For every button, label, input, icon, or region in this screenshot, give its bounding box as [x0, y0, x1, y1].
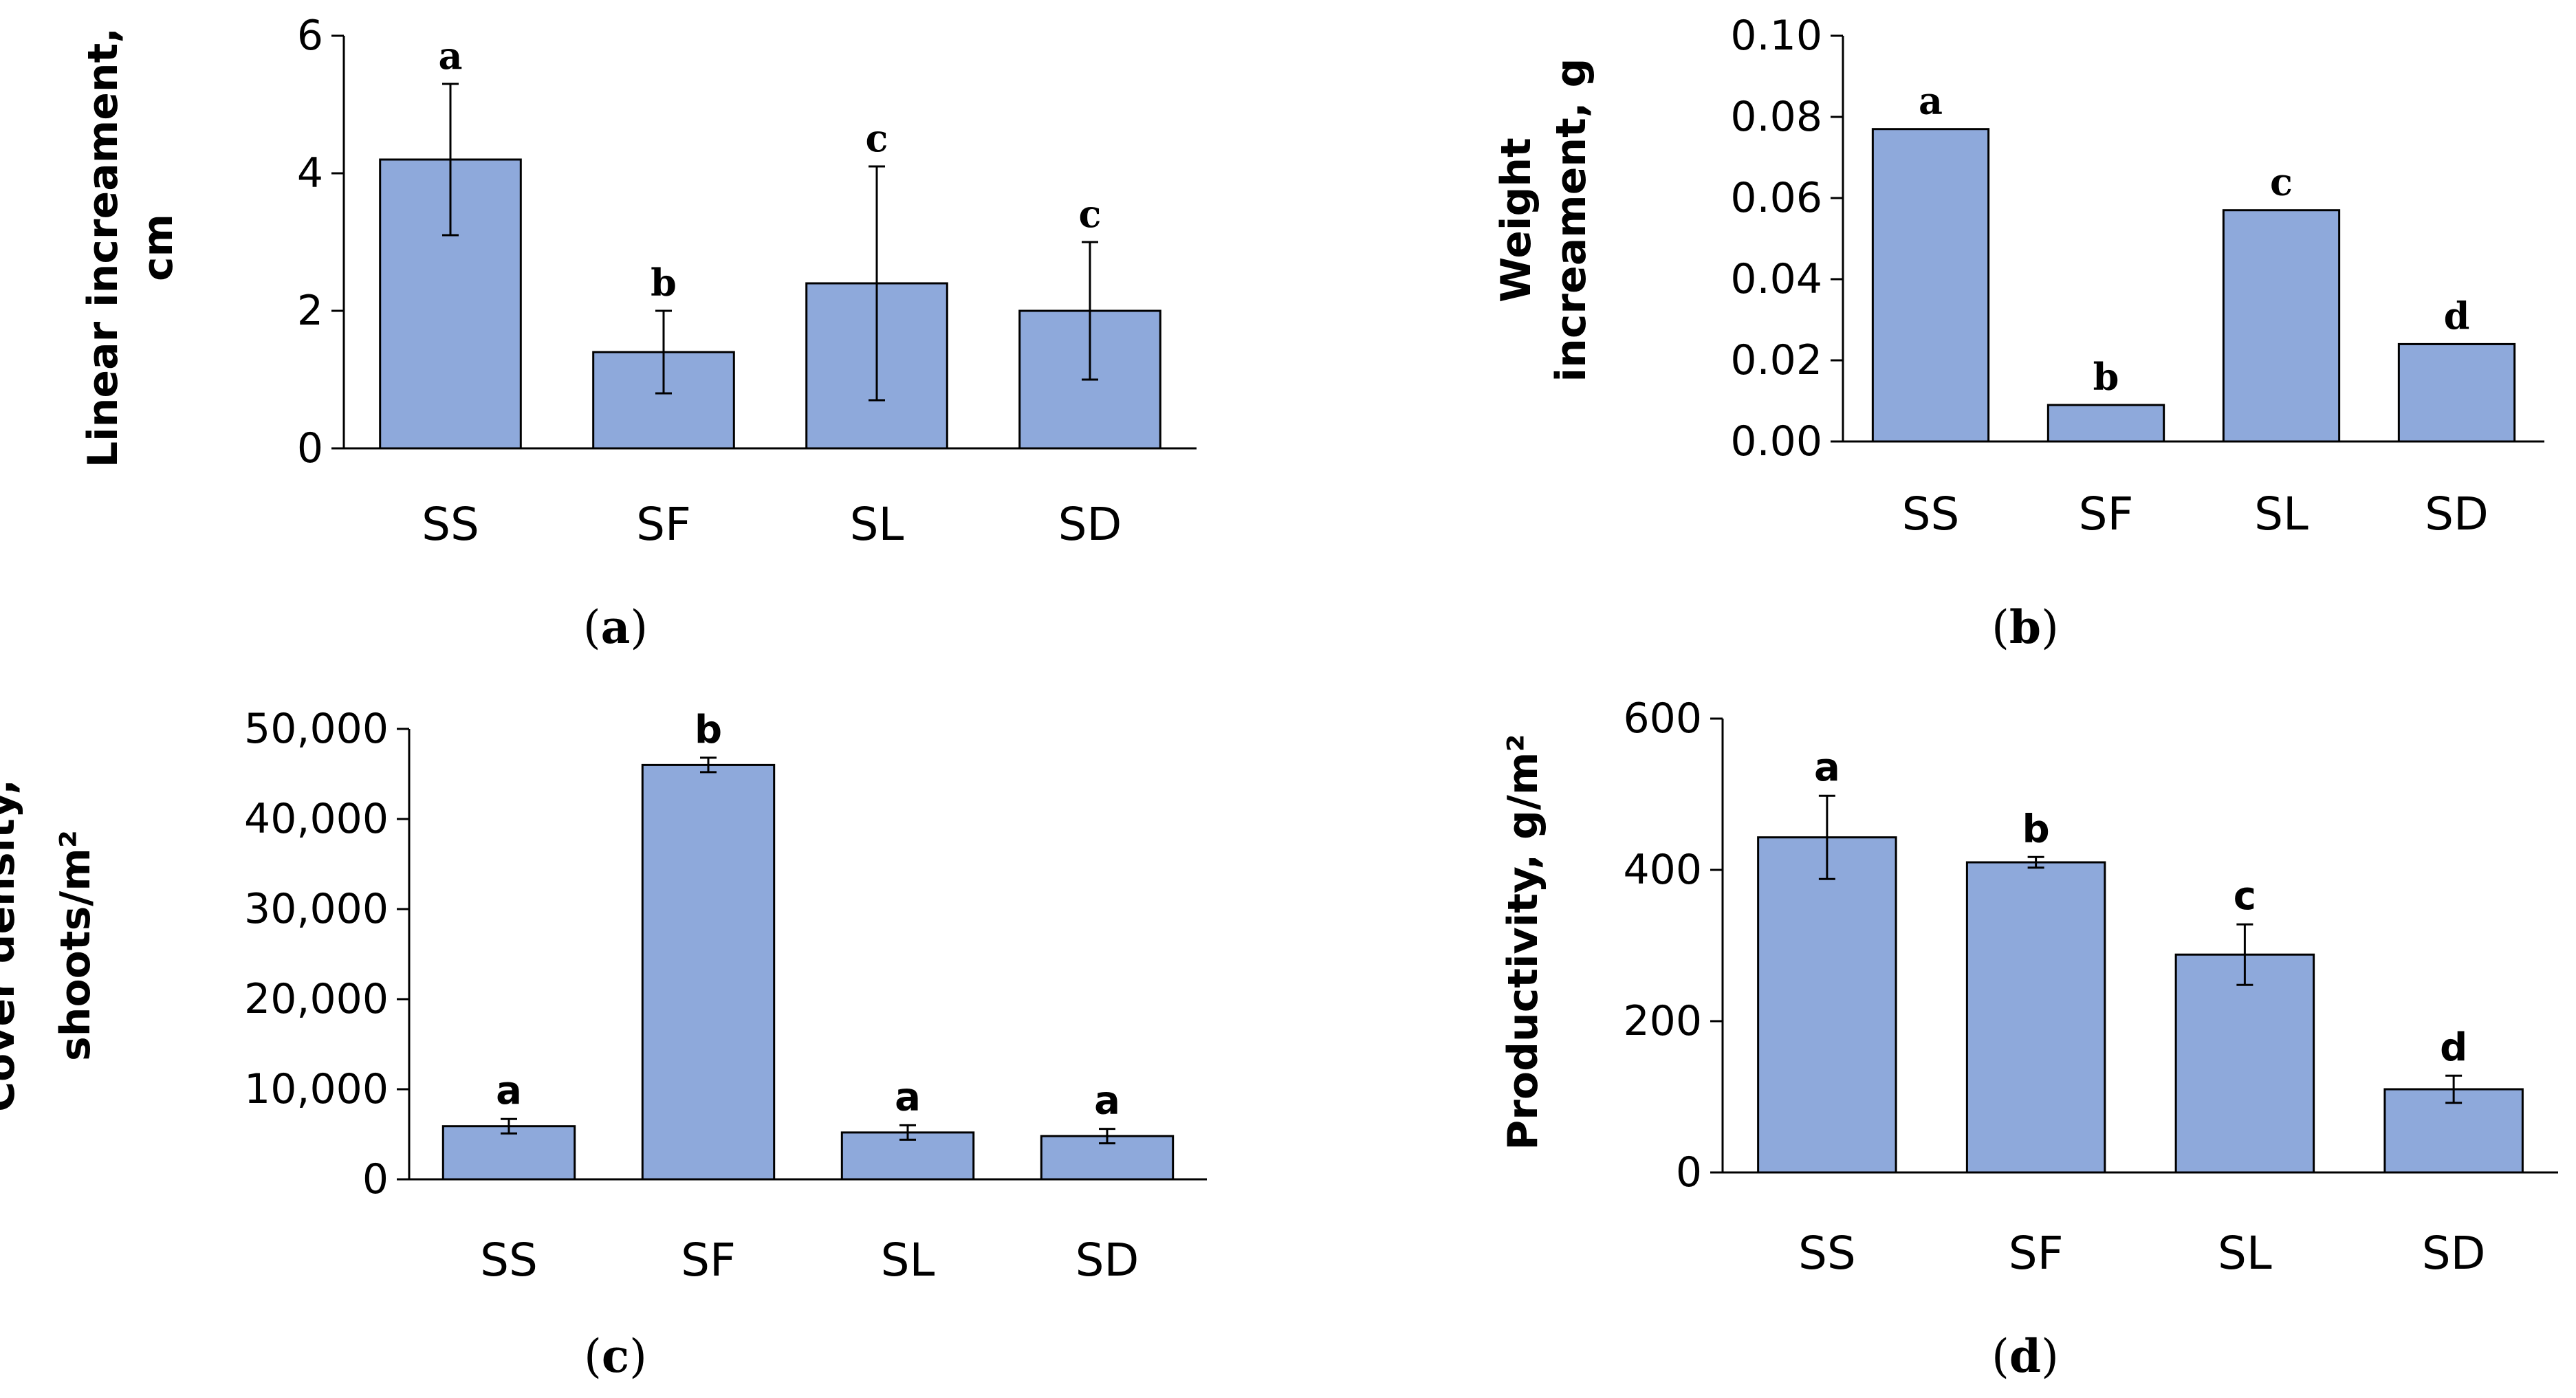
chart-panel-d: 0 200 400 600 a SS b SF c SL d SD Productivity, g/m²… — [1499, 695, 2558, 1383]
significance-label: d — [2444, 294, 2470, 338]
category-label: SS — [1902, 488, 1960, 540]
y-axis-title: Linear increament, — [79, 28, 127, 468]
y-tick-label: 0.04 — [1730, 255, 1822, 303]
bar-SL — [2174, 953, 2315, 1174]
y-axis-title: Weight — [1492, 138, 1540, 303]
panel-caption: (d) — [1991, 1329, 2059, 1383]
y-axis-title: increament, g — [1547, 58, 1595, 382]
y-tick-label: 0.00 — [1730, 417, 1822, 466]
significance-label: d — [2440, 1025, 2467, 1070]
chart-panel-c: 0 10,000 20,000 30,000 40,000 50,000 a SS b SF a SL… — [0, 705, 1207, 1383]
caption-open-paren: ( — [1991, 601, 2009, 654]
caption-close-paren: ) — [630, 601, 648, 654]
bar-SD — [2383, 1088, 2524, 1174]
caption-close-paren: ) — [2041, 1330, 2059, 1383]
y-tick-label: 400 — [1623, 846, 1702, 894]
y-tick-label: 2 — [297, 287, 323, 335]
panel-caption: (c) — [584, 1329, 647, 1383]
y-tick-label: 50,000 — [244, 705, 389, 753]
y-axis-title: cm — [134, 214, 182, 281]
significance-label: a — [895, 1075, 921, 1120]
y-tick-label: 0 — [362, 1155, 389, 1203]
panel-caption: (b) — [1991, 600, 2059, 654]
chart-panel-b: 0.00 0.02 0.04 0.06 0.08 0.10 a SS b SF c SL d SD Weig… — [1492, 12, 2544, 654]
caption-letter: a — [601, 600, 631, 654]
bar-SF — [2046, 404, 2165, 443]
y-tick-label: 30,000 — [244, 885, 389, 933]
bar-SF — [1965, 861, 2106, 1174]
significance-label: c — [866, 116, 888, 160]
bar-SS — [1757, 836, 1897, 1174]
category-label: SD — [2422, 1227, 2486, 1280]
y-tick-label: 0.08 — [1730, 93, 1822, 141]
bar-SD — [2397, 342, 2516, 443]
significance-label: b — [695, 708, 722, 752]
significance-label: b — [651, 261, 677, 305]
bar-SF — [641, 763, 776, 1181]
significance-label: a — [1919, 79, 1943, 123]
y-tick-label: 600 — [1623, 695, 1702, 743]
significance-label: c — [2270, 160, 2293, 204]
category-label: SD — [1076, 1234, 1139, 1287]
significance-label: a — [1814, 745, 1840, 790]
category-label: SS — [422, 498, 479, 551]
caption-letter: d — [2009, 1329, 2041, 1383]
category-label: SL — [2218, 1227, 2272, 1280]
significance-label: c — [2234, 874, 2256, 919]
y-tick-label: 0.06 — [1730, 174, 1822, 222]
category-label: SL — [2254, 488, 2308, 540]
category-label: SF — [681, 1234, 736, 1287]
y-tick-label: 0.02 — [1730, 336, 1822, 384]
caption-close-paren: ) — [629, 1330, 647, 1383]
category-label: SF — [2079, 488, 2134, 540]
bar-SL — [2222, 209, 2341, 443]
category-label: SF — [636, 498, 691, 551]
caption-open-paren: ( — [584, 1330, 602, 1383]
bar-SS — [1871, 128, 1990, 443]
y-axis-title: shoots/m² — [52, 830, 100, 1061]
caption-open-paren: ( — [583, 601, 601, 654]
panel-caption: (a) — [583, 600, 648, 654]
category-label: SL — [881, 1234, 935, 1287]
y-axis-title: Productivity, g/m² — [1499, 734, 1547, 1150]
y-tick-label: 10,000 — [244, 1065, 389, 1113]
y-tick-label: 40,000 — [244, 795, 389, 843]
category-label: SL — [850, 498, 904, 551]
caption-close-paren: ) — [2041, 601, 2059, 654]
y-axis-title: Cover density, — [0, 779, 24, 1112]
caption-letter: b — [2009, 600, 2041, 654]
category-label: SF — [2009, 1227, 2064, 1280]
y-tick-label: 0 — [1676, 1148, 1702, 1197]
y-tick-label: 6 — [297, 12, 323, 60]
significance-label: a — [1094, 1079, 1120, 1124]
significance-label: b — [2022, 807, 2050, 851]
category-label: SD — [2425, 488, 2489, 540]
caption-letter: c — [602, 1329, 629, 1383]
caption-open-paren: ( — [1991, 1330, 2009, 1383]
category-label: SD — [1058, 498, 1122, 551]
y-tick-label: 0 — [297, 424, 323, 472]
y-tick-label: 200 — [1623, 997, 1702, 1045]
significance-label: c — [1079, 192, 1102, 236]
bar-SS — [441, 1125, 576, 1181]
y-tick-label: 0.10 — [1730, 12, 1822, 60]
significance-label: a — [496, 1069, 522, 1113]
significance-label: a — [439, 34, 463, 78]
y-tick-label: 20,000 — [244, 975, 389, 1023]
y-tick-label: 4 — [297, 149, 323, 197]
category-label: SS — [480, 1234, 538, 1287]
category-label: SS — [1798, 1227, 1856, 1280]
significance-label: b — [2093, 355, 2119, 399]
